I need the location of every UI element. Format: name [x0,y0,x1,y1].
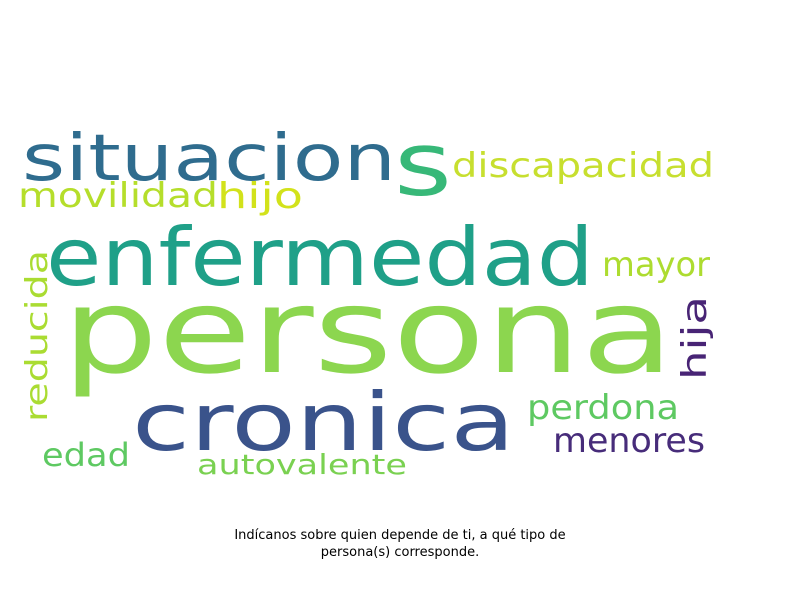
word-hijo: hijo [217,176,303,217]
caption-line-2: persona(s) corresponde. [320,545,480,560]
word-situacion: situacion [22,122,396,196]
word-cronica: cronica [132,376,515,469]
word-reducida: reducida [20,250,55,422]
word-perdona: perdona [527,388,679,428]
word-hija: hija [675,296,715,380]
chart-caption: Indícanos sobre quien depende de ti, a q… [0,527,800,561]
word-enfermedad: enfermedad [46,211,594,304]
word-discapacidad: discapacidad [452,146,714,186]
word-persona: persona [62,262,674,400]
caption-line-1: Indícanos sobre quien depende de ti, a q… [234,528,566,543]
word-autovalente: autovalente [197,448,407,481]
word-menores: menores [553,421,705,461]
word-mayor: mayor [602,245,710,285]
word-movilidad: movilidad [18,176,218,216]
word-edad: edad [42,436,130,474]
word-s: s [394,113,452,216]
